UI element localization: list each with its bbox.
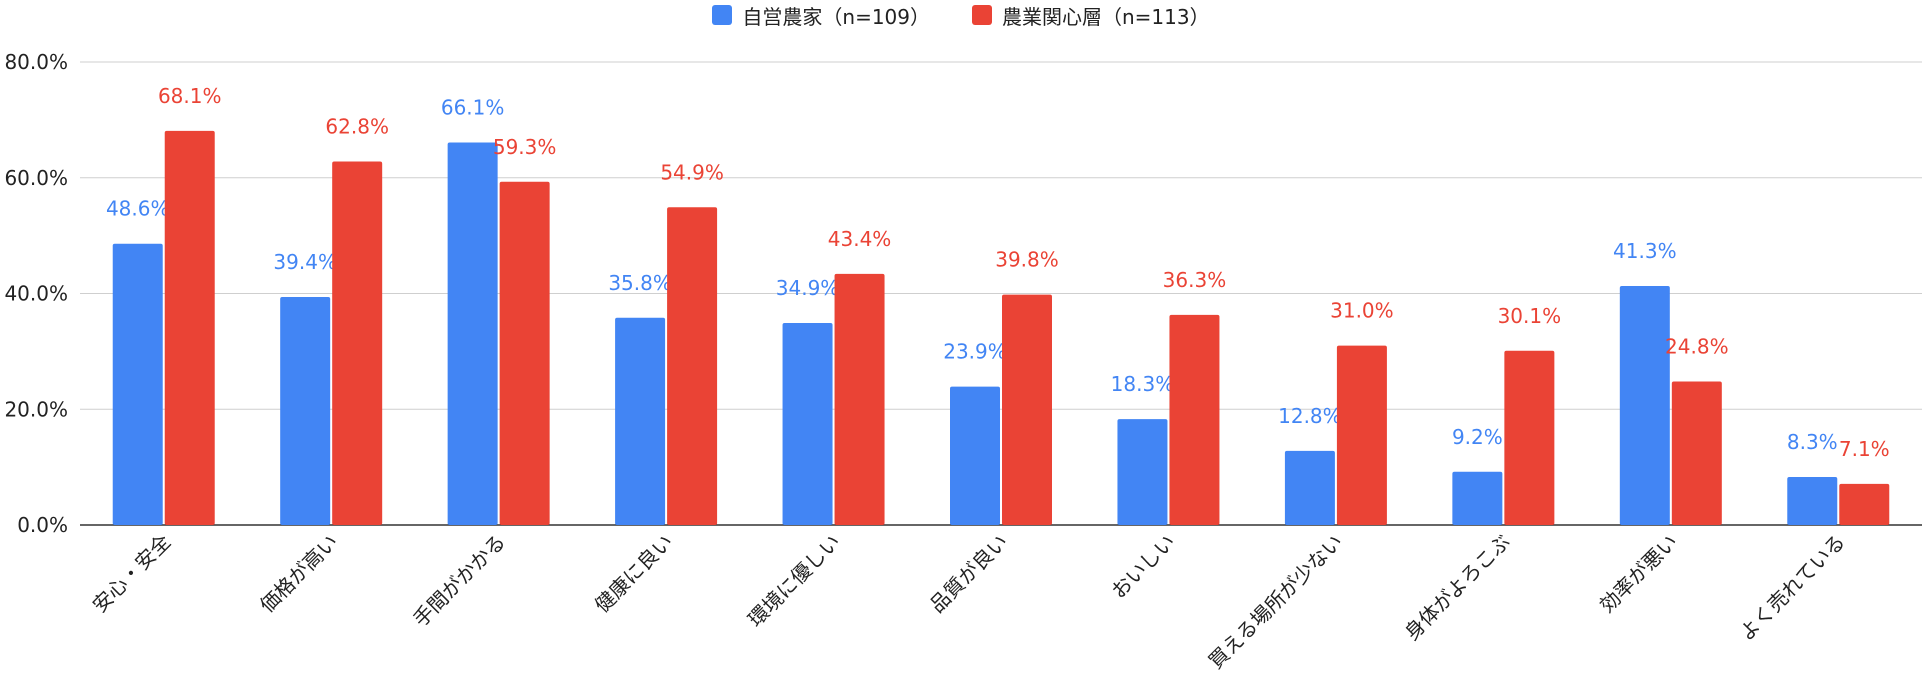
data-label-series-1: 34.9% (776, 276, 840, 300)
x-category-label: 健康に良い (590, 530, 678, 618)
bar-series-2[interactable] (1504, 350, 1555, 525)
bar-series-1[interactable] (280, 296, 331, 525)
y-tick-label: 80.0% (4, 50, 68, 74)
x-category-label: 身体がよろこぶ (1400, 530, 1515, 645)
legend-swatch-series-1 (712, 5, 733, 25)
bar-series-2[interactable] (834, 273, 885, 525)
data-label-series-1: 48.6% (106, 197, 170, 221)
data-label-series-2: 36.3% (1163, 268, 1227, 292)
bar-series-1[interactable] (112, 243, 163, 526)
data-label-series-2: 43.4% (828, 227, 892, 251)
data-label-series-2: 68.1% (158, 84, 222, 108)
bar-series-1[interactable] (950, 386, 1000, 525)
data-label-series-2: 31.0% (1330, 299, 1394, 323)
legend-label-series-2: 農業関心層（n=113） (1002, 4, 1210, 29)
x-category-label: 価格が高い (255, 530, 343, 618)
legend-item-series-2[interactable]: 農業関心層（n=113） (972, 1, 1210, 30)
data-label-series-2: 30.1% (1498, 304, 1562, 328)
x-category-label: 環境に優しい (743, 530, 845, 632)
data-label-series-2: 59.3% (493, 135, 557, 159)
data-label-series-1: 23.9% (943, 340, 1007, 364)
data-label-series-1: 8.3% (1787, 430, 1838, 454)
x-category-label: 品質が良い (925, 530, 1013, 618)
x-category-label: よく売れている (1734, 530, 1850, 646)
legend-item-series-1[interactable]: 自営農家（n=109） (712, 1, 930, 30)
bar-series-2[interactable] (332, 161, 383, 526)
bar-series-1[interactable] (1117, 419, 1168, 525)
data-label-series-1: 66.1% (441, 95, 505, 119)
legend: 自営農家（n=109） 農業関心層（n=113） (0, 0, 1922, 30)
bar-series-2[interactable] (1002, 294, 1052, 525)
data-label-series-2: 62.8% (325, 115, 389, 139)
bar-series-2[interactable] (667, 207, 718, 526)
data-label-series-2: 54.9% (660, 160, 724, 184)
y-tick-label: 20.0% (4, 397, 68, 421)
x-category-label: 手間がかかる (408, 530, 510, 632)
bar-series-1[interactable] (1787, 476, 1838, 525)
data-label-series-1: 18.3% (1111, 372, 1175, 396)
legend-swatch-series-2 (972, 5, 992, 25)
x-category-label: 安心・安全 (88, 530, 176, 618)
data-label-series-1: 39.4% (273, 250, 337, 274)
bar-series-1[interactable] (615, 317, 666, 525)
data-label-series-1: 35.8% (608, 271, 672, 295)
bar-series-2[interactable] (499, 181, 550, 525)
x-category-label: 買える場所が少ない (1204, 530, 1348, 674)
bar-series-1[interactable] (1284, 450, 1335, 525)
data-label-series-1: 12.8% (1278, 404, 1342, 428)
bar-series-2[interactable] (1671, 381, 1722, 525)
data-label-series-2: 39.8% (995, 248, 1059, 272)
data-label-series-2: 7.1% (1839, 437, 1890, 461)
legend-label-series-1: 自営農家（n=109） (742, 4, 930, 29)
data-label-series-1: 9.2% (1452, 425, 1503, 449)
bar-series-1[interactable] (1452, 471, 1503, 525)
bar-series-2[interactable] (1336, 345, 1387, 525)
y-tick-label: 60.0% (4, 166, 68, 190)
y-tick-label: 40.0% (4, 282, 68, 306)
x-category-label: 効率が悪い (1595, 530, 1683, 618)
bar-series-1[interactable] (1619, 285, 1670, 525)
bar-series-1[interactable] (447, 142, 498, 526)
bar-series-2[interactable] (164, 130, 215, 525)
data-label-series-1: 41.3% (1613, 239, 1677, 263)
bar-series-2[interactable] (1839, 483, 1890, 525)
y-tick-label: 0.0% (17, 513, 68, 537)
bar-series-2[interactable] (1169, 314, 1220, 525)
bar-series-1[interactable] (782, 323, 833, 525)
x-category-label: おいしい (1106, 530, 1180, 604)
data-label-series-2: 24.8% (1665, 334, 1729, 358)
